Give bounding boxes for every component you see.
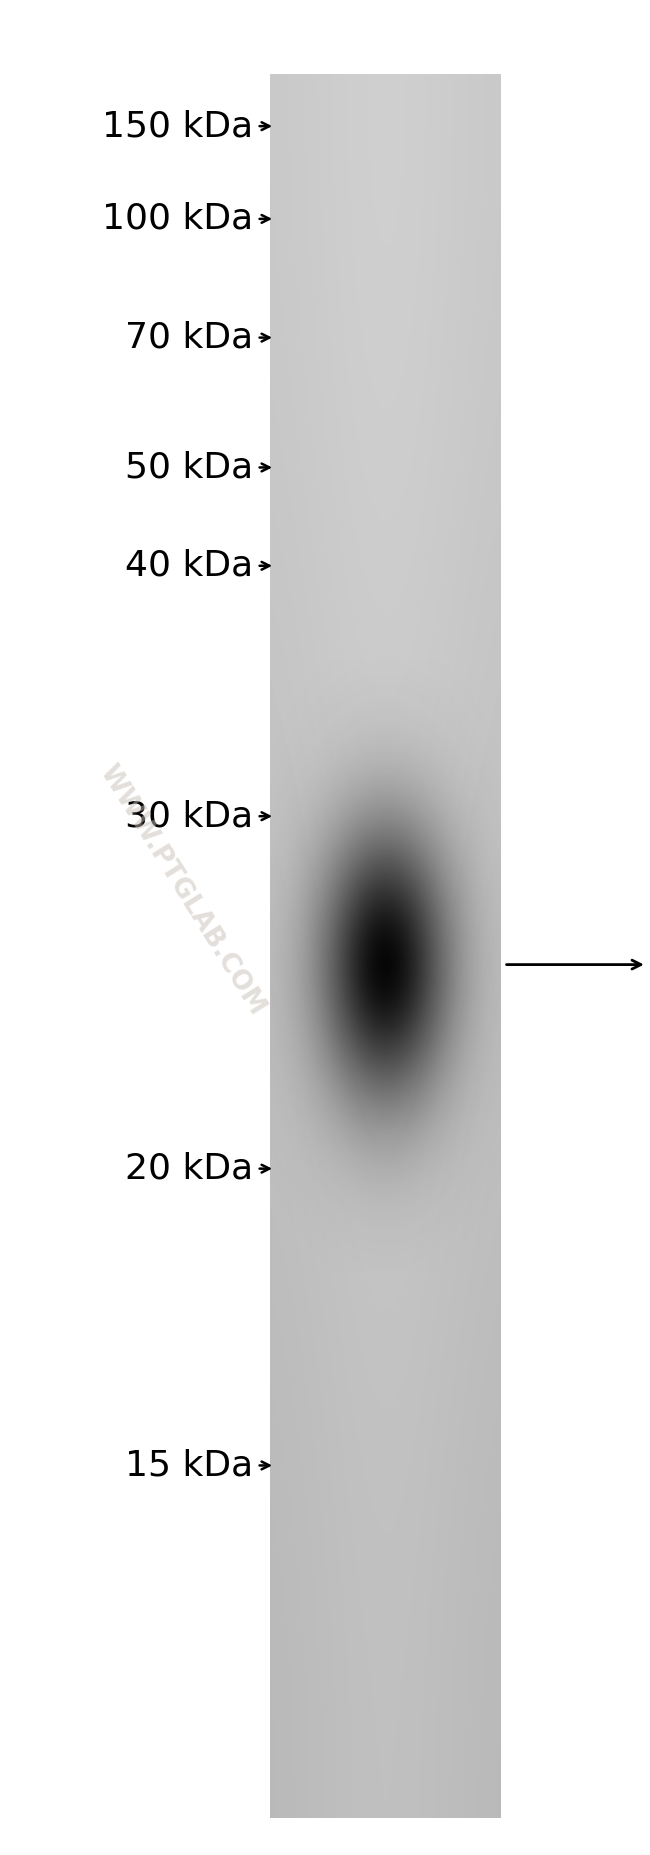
- Text: 150 kDa: 150 kDa: [103, 109, 254, 143]
- Text: 20 kDa: 20 kDa: [125, 1152, 254, 1185]
- Text: 15 kDa: 15 kDa: [125, 1449, 254, 1482]
- Text: WWW.PTGLAB.COM: WWW.PTGLAB.COM: [94, 761, 270, 1020]
- Text: 50 kDa: 50 kDa: [125, 451, 254, 484]
- Text: 70 kDa: 70 kDa: [125, 321, 254, 354]
- Text: 100 kDa: 100 kDa: [103, 202, 254, 236]
- Text: 30 kDa: 30 kDa: [125, 800, 254, 833]
- Text: 40 kDa: 40 kDa: [125, 549, 254, 582]
